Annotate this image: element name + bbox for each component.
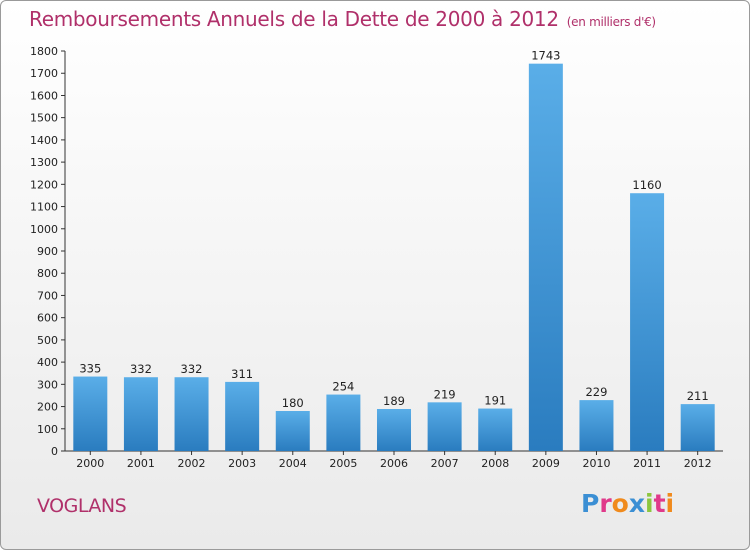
title-text: Remboursements Annuels de la Dette de 20… [29,7,559,31]
data-label-2004: 180 [282,396,304,410]
data-label-2009: 1743 [531,49,560,63]
x-tick-label: 2006 [380,457,408,470]
x-tick-label: 2005 [329,457,357,470]
brand-letter: r [599,489,612,518]
chart-title: Remboursements Annuels de la Dette de 20… [29,7,656,31]
x-tick-label: 2009 [532,457,560,470]
x-tick-label: 2011 [633,457,661,470]
bar-2002 [174,377,209,451]
bar-2006 [377,409,411,451]
y-tick-label: 1200 [30,178,58,191]
bar-2001 [123,377,158,451]
data-label-2007: 219 [434,387,456,401]
brand-letter: i [645,489,654,518]
x-tick-label: 2008 [481,457,509,470]
data-label-2005: 254 [332,380,354,394]
data-label-2010: 229 [585,385,607,399]
data-label-2002: 332 [181,362,203,376]
y-tick-label: 1500 [30,112,58,125]
x-tick-label: 2004 [279,457,307,470]
data-label-2000: 335 [79,362,101,376]
y-tick-label: 600 [37,312,58,325]
bar-2004 [275,411,310,451]
y-tick-label: 1400 [30,134,58,147]
x-tick-label: 2007 [431,457,459,470]
data-label-2011: 1160 [632,178,661,192]
y-tick-label: 200 [37,401,58,414]
commune-name: VOGLANS [37,495,127,517]
y-tick-label: 1700 [30,67,58,80]
y-tick-label: 1800 [30,45,58,58]
y-tick-label: 900 [37,245,58,258]
x-tick-label: 2002 [178,457,206,470]
brand-letter: i [665,489,675,518]
x-tick-label: 2010 [582,457,610,470]
bar-2012 [680,404,715,451]
y-tick-label: 500 [37,334,58,347]
bar-2011 [630,193,665,451]
y-tick-label: 100 [37,423,58,436]
y-tick-label: 1300 [30,156,58,169]
bar-2007 [427,402,462,451]
bar-2005 [326,394,361,451]
x-tick-label: 2000 [76,457,104,470]
y-tick-label: 300 [37,378,58,391]
y-tick-label: 1100 [30,201,58,214]
chart-subtitle: (en milliers d'€) [566,15,656,29]
bar-2003 [225,381,260,451]
bar-2009 [528,63,563,452]
bar-2008 [478,408,513,451]
bar-2010 [579,400,614,451]
brand-letter: o [611,489,629,518]
brand-letter: x [628,489,645,518]
x-tick-label: 2003 [228,457,256,470]
y-tick-label: 800 [37,267,58,280]
data-label-2001: 332 [130,362,152,376]
brand-logo: Proxiti [581,489,674,518]
data-label-2006: 189 [383,394,405,408]
x-tick-label: 2012 [684,457,712,470]
y-tick-label: 0 [51,445,58,458]
bar-2000 [73,376,108,451]
y-tick-label: 400 [37,356,58,369]
data-label-2003: 311 [231,367,253,381]
brand-letter: P [581,489,600,518]
x-tick-label: 2001 [127,457,155,470]
data-label-2008: 191 [484,394,506,408]
brand-letter: t [653,489,666,518]
data-label-2012: 211 [687,389,709,403]
y-tick-label: 1600 [30,89,58,102]
y-tick-label: 700 [37,289,58,302]
y-tick-label: 1000 [30,223,58,236]
